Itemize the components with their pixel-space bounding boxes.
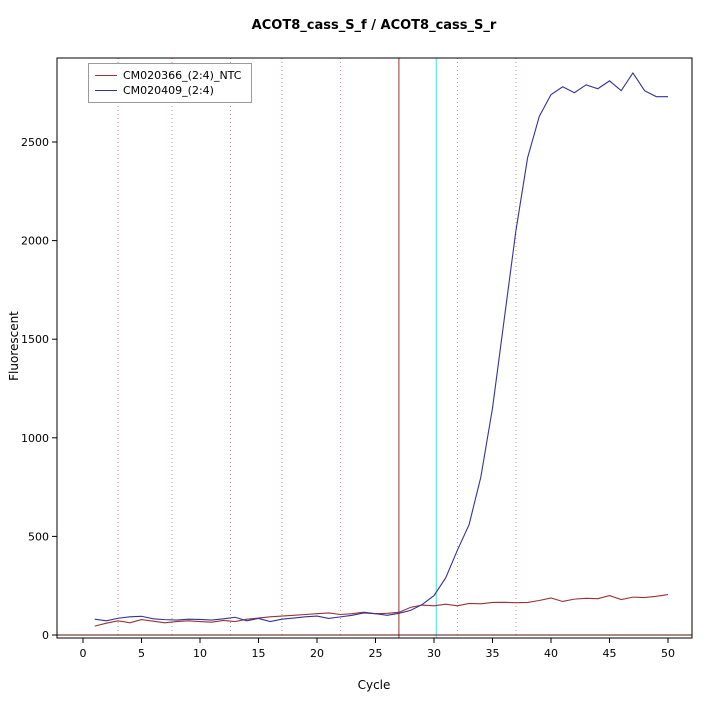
- x-tick-label: 0: [80, 647, 87, 660]
- legend-label-sample: CM020409_(2:4): [123, 84, 214, 97]
- y-tick-label: 1500: [21, 333, 49, 346]
- x-tick-label: 30: [427, 647, 441, 660]
- series-line-0: [94, 594, 669, 627]
- legend-line-swatch-sample: [95, 90, 117, 91]
- x-tick-label: 10: [193, 647, 207, 660]
- legend-item-sample: CM020409_(2:4): [95, 83, 241, 98]
- x-tick-label: 50: [661, 647, 675, 660]
- x-tick-label: 25: [369, 647, 383, 660]
- x-tick-label: 45: [603, 647, 617, 660]
- chart-title: ACOT8_cass_S_f / ACOT8_cass_S_r: [251, 18, 497, 33]
- y-tick-label: 1000: [21, 432, 49, 445]
- x-tick-label: 15: [252, 647, 266, 660]
- plot-frame: [56, 57, 693, 639]
- x-tick-label: 20: [310, 647, 324, 660]
- x-tick-label: 40: [544, 647, 558, 660]
- y-tick-label: 0: [42, 629, 49, 642]
- y-tick-label: 2500: [21, 136, 49, 149]
- legend-label-ntc: CM020366_(2:4)_NTC: [123, 69, 242, 82]
- y-tick-label: 500: [28, 530, 49, 543]
- legend-line-swatch-ntc: [95, 75, 117, 76]
- x-tick-label: 35: [486, 647, 500, 660]
- x-tick-label: 5: [138, 647, 145, 660]
- series-line-1: [94, 71, 668, 623]
- y-tick-label: 2000: [21, 235, 49, 248]
- legend-item-ntc: CM020366_(2:4)_NTC: [95, 68, 241, 83]
- legend: CM020366_(2:4)_NTC CM020409_(2:4): [88, 63, 253, 103]
- x-axis-label: Cycle: [357, 678, 391, 692]
